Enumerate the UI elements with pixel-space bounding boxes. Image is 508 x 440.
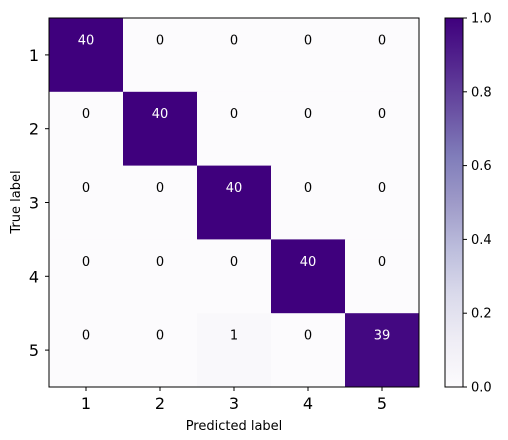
cell-value-label: 40 [78, 33, 95, 48]
y-tick-label: 2 [29, 120, 39, 139]
cell-value-label: 0 [304, 107, 312, 122]
heatmap-cell [271, 313, 346, 388]
cell-value-label: 0 [304, 33, 312, 48]
heatmap-cell [49, 313, 124, 388]
cell-value-label: 0 [378, 107, 386, 122]
cell-value-label: 0 [82, 181, 90, 196]
x-tick-label: 1 [81, 394, 91, 413]
heatmap-cell [197, 91, 272, 167]
heatmap-cell [197, 18, 272, 93]
x-axis-label: Predicted label [186, 419, 283, 434]
heatmap-cell [271, 165, 346, 240]
cell-value-label: 40 [152, 107, 169, 122]
heatmap-cell [49, 239, 124, 314]
heatmap-cell [271, 18, 346, 93]
heatmap-cell [345, 313, 420, 388]
heatmap-cell [271, 239, 346, 314]
heatmap-cell [345, 18, 420, 93]
heatmap-cell [345, 165, 420, 240]
y-axis-ticks: 1 2 3 4 5 [29, 46, 49, 360]
heatmap-cell [197, 165, 272, 240]
colorbar-tick-label: 1.0 [471, 12, 492, 27]
colorbar-tick-label: 0.6 [471, 159, 492, 174]
heatmap-cells [49, 18, 420, 388]
y-tick-label: 3 [29, 194, 39, 213]
cell-value-label: 0 [378, 33, 386, 48]
cell-value-label: 0 [230, 33, 238, 48]
colorbar-tick-label: 0.0 [471, 381, 492, 396]
x-tick-label: 3 [229, 394, 239, 413]
cell-value-label: 0 [82, 255, 90, 270]
colorbar [444, 17, 464, 388]
x-axis-ticks: 1 2 3 4 5 [81, 387, 387, 413]
cell-value-label: 0 [156, 255, 164, 270]
y-axis-label: True label [9, 170, 24, 234]
heatmap-cell [197, 239, 272, 314]
cell-value-label: 0 [304, 329, 312, 344]
heatmap-cell [123, 313, 198, 388]
cell-value-label: 39 [374, 329, 391, 344]
colorbar-tick-label: 0.4 [471, 233, 492, 248]
heatmap-cell [49, 91, 124, 167]
y-tick-label: 1 [29, 46, 39, 65]
x-tick-label: 5 [377, 394, 387, 413]
heatmap-cell [123, 239, 198, 314]
heatmap-cell [345, 239, 420, 314]
y-tick-label: 5 [29, 341, 39, 360]
heatmap-cell [123, 91, 198, 167]
cell-value-label: 0 [82, 107, 90, 122]
cell-value-label: 0 [378, 255, 386, 270]
cell-value-label: 0 [230, 107, 238, 122]
cell-value-label: 0 [156, 33, 164, 48]
cell-value-label: 0 [156, 329, 164, 344]
cell-value-label: 0 [156, 181, 164, 196]
cell-value-label: 0 [230, 255, 238, 270]
cell-annotations: 40 0 0 0 0 0 40 0 0 0 0 0 40 0 0 0 0 0 40 0 0 0 1 0 39 [78, 33, 391, 343]
colorbar-tick-label: 0.2 [471, 307, 492, 322]
cell-value-label: 40 [226, 181, 243, 196]
cell-value-label: 0 [378, 181, 386, 196]
cell-value-label: 0 [82, 329, 90, 344]
heatmap-cell [197, 313, 272, 388]
cell-value-label: 1 [230, 329, 238, 344]
cell-value-label: 40 [300, 255, 317, 270]
x-tick-label: 2 [155, 394, 165, 413]
y-tick-label: 4 [29, 267, 39, 286]
heatmap-cell [49, 18, 124, 93]
colorbar-ticks: 0.0 0.2 0.4 0.6 0.8 1.0 [463, 12, 492, 396]
heatmap-cell [123, 18, 198, 93]
colorbar-tick-label: 0.8 [471, 85, 492, 100]
heatmap-cell [123, 165, 198, 240]
heatmap-cell [345, 91, 420, 167]
heatmap-cell [49, 165, 124, 240]
x-tick-label: 4 [303, 394, 313, 413]
cell-value-label: 0 [304, 181, 312, 196]
heatmap-cell [271, 91, 346, 167]
